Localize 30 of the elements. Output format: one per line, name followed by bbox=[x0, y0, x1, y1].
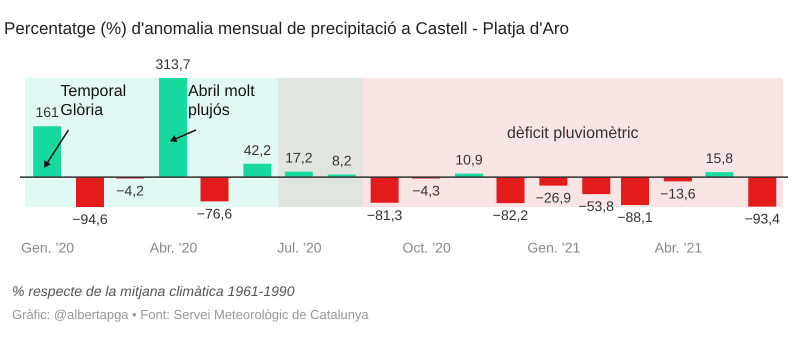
data-label: −76,6 bbox=[196, 205, 232, 222]
x-tick-label: Jul. ’20 bbox=[277, 240, 322, 256]
data-label: −82,2 bbox=[492, 207, 528, 224]
text: % respecte de la mitjana climàtica 1961-1990 bbox=[12, 283, 295, 299]
data-label: −93,4 bbox=[744, 210, 780, 227]
band-label: dèficit pluviomètric bbox=[506, 125, 639, 142]
x-tick-label: Oct. ’20 bbox=[402, 240, 451, 256]
data-label: −94,6 bbox=[72, 211, 108, 227]
data-label: −13,6 bbox=[660, 185, 696, 202]
data-label: −4,2 bbox=[116, 182, 144, 198]
data-label: 42,2 bbox=[244, 142, 272, 158]
data-label: 161 bbox=[35, 104, 60, 120]
annotation: Temporal Glòria bbox=[60, 83, 126, 119]
x-tick-label: Gen. ’20 bbox=[21, 240, 74, 256]
x-tick-label: Abr. ’21 bbox=[654, 240, 702, 256]
data-label: −4,3 bbox=[412, 182, 440, 198]
data-label: −88,1 bbox=[617, 208, 653, 225]
data-label: 313,7 bbox=[155, 56, 191, 72]
x-tick-label: Gen. ’21 bbox=[527, 240, 581, 256]
data-label: 8,2 bbox=[332, 152, 352, 169]
text: Gràfic: @albertapga • Font: Servei Meteorològic de Catalunya bbox=[12, 307, 370, 322]
data-label: −81,3 bbox=[366, 206, 403, 223]
annotation: Abril molt plujós bbox=[188, 83, 256, 119]
data-label: 15,8 bbox=[706, 150, 734, 166]
x-tick-label: Abr. ’20 bbox=[150, 240, 198, 256]
data-label: 10,9 bbox=[455, 152, 483, 168]
data-label: −53,8 bbox=[578, 198, 614, 214]
chart-title: Percentatge (%) d'anomalia mensual de precipitació a Castell - Platja d'Aro bbox=[4, 19, 569, 38]
data-label: −26,9 bbox=[536, 190, 572, 206]
data-label: 17,2 bbox=[285, 150, 313, 166]
